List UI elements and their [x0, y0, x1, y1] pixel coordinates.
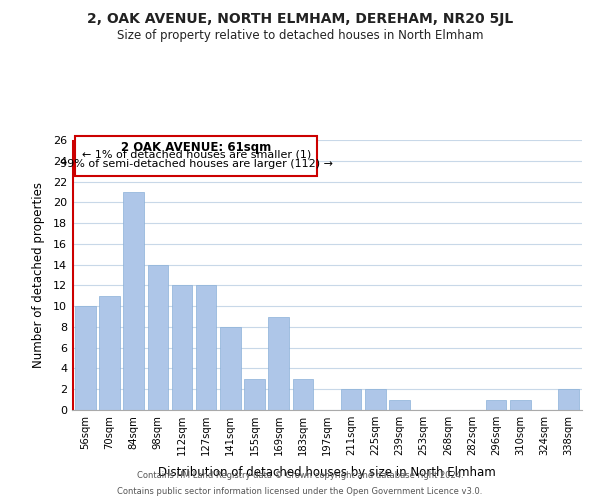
Text: 99% of semi-detached houses are larger (112) →: 99% of semi-detached houses are larger (… — [60, 158, 333, 168]
Bar — [124, 192, 144, 410]
Bar — [148, 264, 168, 410]
Bar — [510, 400, 530, 410]
Text: Size of property relative to detached houses in North Elmham: Size of property relative to detached ho… — [117, 29, 483, 42]
Bar — [75, 136, 317, 176]
Y-axis label: Number of detached properties: Number of detached properties — [32, 182, 44, 368]
Bar — [365, 389, 386, 410]
Bar — [172, 286, 192, 410]
Bar — [220, 327, 241, 410]
Bar — [268, 316, 289, 410]
Bar — [75, 306, 95, 410]
Text: 2, OAK AVENUE, NORTH ELMHAM, DEREHAM, NR20 5JL: 2, OAK AVENUE, NORTH ELMHAM, DEREHAM, NR… — [87, 12, 513, 26]
Text: 2 OAK AVENUE: 61sqm: 2 OAK AVENUE: 61sqm — [121, 140, 271, 153]
Bar — [389, 400, 410, 410]
Text: ← 1% of detached houses are smaller (1): ← 1% of detached houses are smaller (1) — [82, 150, 311, 160]
Bar — [486, 400, 506, 410]
X-axis label: Distribution of detached houses by size in North Elmham: Distribution of detached houses by size … — [158, 466, 496, 479]
Bar — [196, 286, 217, 410]
Text: Contains HM Land Registry data © Crown copyright and database right 2024.: Contains HM Land Registry data © Crown c… — [137, 472, 463, 480]
Bar — [559, 389, 579, 410]
Bar — [244, 379, 265, 410]
Bar — [341, 389, 361, 410]
Text: Contains public sector information licensed under the Open Government Licence v3: Contains public sector information licen… — [118, 486, 482, 496]
Bar — [99, 296, 120, 410]
Bar — [293, 379, 313, 410]
